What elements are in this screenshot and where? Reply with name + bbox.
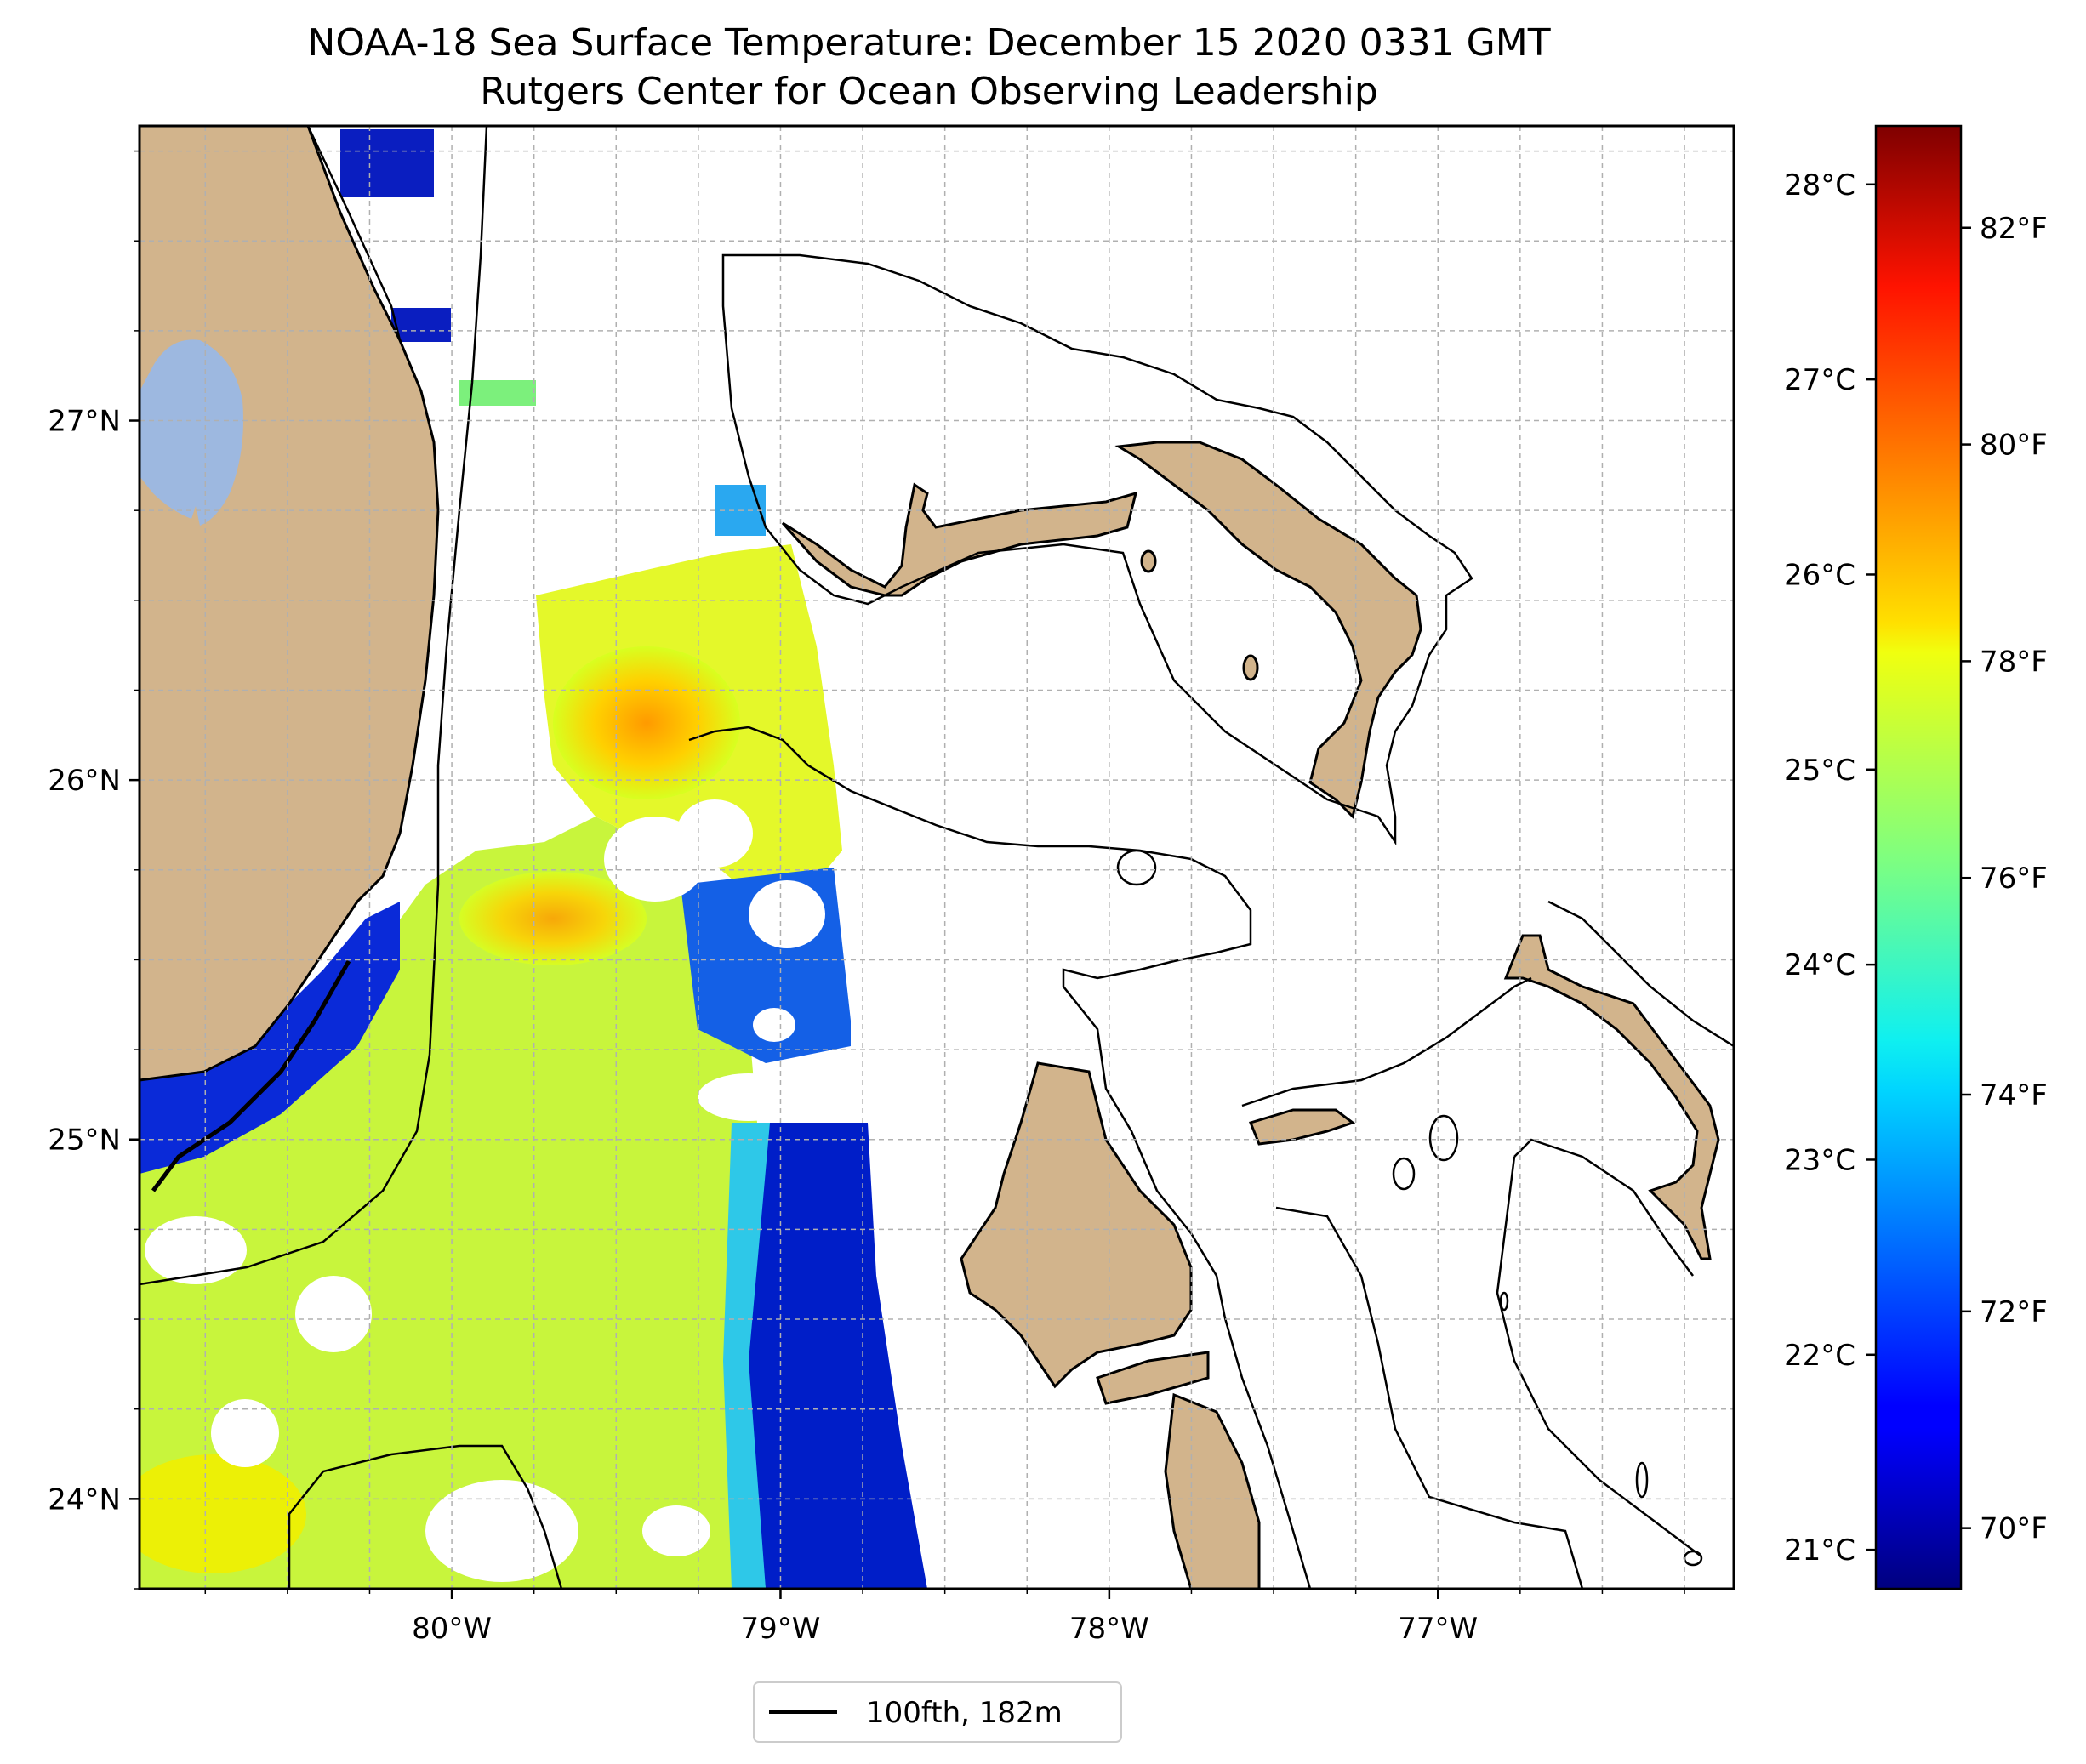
contour-islet	[1428, 1114, 1459, 1162]
cloud-gap	[698, 1073, 800, 1121]
sst-warm-core	[553, 646, 740, 799]
contour-tongue-inner	[1513, 1138, 1694, 1277]
sst-field	[140, 129, 927, 1589]
colorbar-celsius-label: 25°C	[1784, 754, 1855, 788]
sst-patch-north-blue-1	[340, 129, 434, 197]
chart-title: NOAA-18 Sea Surface Temperature: Decembe…	[307, 21, 1550, 65]
lat-tick-label: 27°N	[48, 405, 121, 439]
map-panel	[140, 126, 1734, 1589]
colorbar-celsius-label: 26°C	[1784, 558, 1855, 592]
contour-east-bank	[1496, 1156, 1702, 1557]
colorbar-celsius-label: 22°C	[1784, 1339, 1855, 1373]
contour-tongue	[1547, 900, 1734, 1048]
sst-patch-coast-cold	[140, 902, 400, 1174]
map-axis-ticks: 80°W 79°W 78°W 77°W 27°N 26°N 25°N 24°N	[48, 150, 1685, 1646]
chart-subtitle: Rutgers Center for Ocean Observing Leade…	[480, 70, 1378, 113]
bathymetry-contours	[140, 126, 1734, 1589]
contour-islet	[1635, 1461, 1649, 1499]
colorbar-fahrenheit-label: 72°F	[1980, 1295, 2048, 1329]
cloud-gap	[425, 1480, 578, 1582]
colorbar-celsius-label: 24°C	[1784, 948, 1855, 982]
contour-south	[288, 1444, 563, 1589]
contour-islet	[1116, 849, 1157, 886]
colorbar-fahrenheit-label: 78°F	[1980, 645, 2048, 679]
cloud-gap	[211, 1399, 279, 1467]
colorbar-celsius-label: 28°C	[1784, 168, 1855, 202]
small-cay	[1242, 654, 1259, 681]
sst-patch-cyan-band	[723, 1123, 770, 1589]
berry-islands	[1248, 1108, 1356, 1146]
andros-south	[1164, 1392, 1261, 1589]
map-frame	[138, 124, 1735, 1590]
cloud-gap	[295, 1276, 372, 1352]
contour-exuma	[1241, 976, 1532, 1107]
small-cay	[1140, 549, 1157, 573]
lon-tick-label: 80°W	[412, 1612, 492, 1646]
grand-bahama	[781, 482, 1138, 597]
cloud-gap	[642, 1505, 710, 1556]
lat-tick-label: 25°N	[48, 1124, 121, 1158]
cloud-gap	[145, 1216, 247, 1284]
colorbar-fahrenheit-label: 74°F	[1980, 1078, 2048, 1112]
legend-label: 100fth, 182m	[866, 1696, 1063, 1730]
colorbar-fahrenheit-label: 76°F	[1980, 862, 2048, 896]
andros	[960, 1061, 1193, 1389]
cloud-gap	[676, 799, 753, 868]
lat-tick-label: 26°N	[48, 764, 121, 798]
cloud-gap	[749, 880, 825, 948]
legend-box	[753, 1681, 1122, 1743]
contour-exuma-south	[1275, 1206, 1584, 1589]
lat-tick-label: 24°N	[48, 1482, 121, 1516]
andros-mid	[1096, 1351, 1210, 1405]
cloud-gap	[753, 1008, 795, 1042]
colorbar-celsius-label: 23°C	[1784, 1143, 1855, 1177]
abaco	[1114, 441, 1422, 819]
contour-islet	[1499, 1291, 1509, 1312]
sst-patch-straits	[140, 817, 817, 1589]
contour-little-bahama	[721, 253, 1473, 846]
colorbar-celsius-label: 21°C	[1784, 1534, 1855, 1568]
contour-islet	[1392, 1157, 1416, 1191]
lon-tick-label: 79°W	[741, 1612, 821, 1646]
colorbar-gradient	[1874, 124, 1963, 1590]
sst-warm-sw	[140, 1454, 306, 1573]
gridlines	[140, 126, 1734, 1589]
lon-tick-label: 78°W	[1069, 1612, 1149, 1646]
legend: 100fth, 182m	[753, 1681, 1122, 1743]
florida-keys	[151, 959, 351, 1192]
colorbar-fahrenheit-label: 82°F	[1980, 212, 2048, 246]
sst-warm-core-south	[459, 872, 647, 965]
colorbar-fahrenheit-label: 70°F	[1980, 1512, 2048, 1546]
sst-patch-north-blue-2	[391, 308, 451, 342]
colorbar-ticks: 28°C 27°C 26°C 25°C 24°C 23°C 22°C 21°C 82°F 80°F…	[1784, 168, 2048, 1568]
contour-great-bahama-west	[688, 726, 1312, 1589]
lon-tick-label: 77°W	[1398, 1612, 1478, 1646]
colorbar-celsius-label: 27°C	[1784, 363, 1855, 397]
lake-okeechobee	[140, 339, 243, 526]
colorbar: 28°C 27°C 26°C 25°C 24°C 23°C 22°C 21°C 82°F 80°F…	[1784, 124, 2048, 1590]
contour-florida	[140, 126, 488, 1286]
sst-patch-cold-east	[740, 1123, 927, 1589]
colorbar-fahrenheit-label: 80°F	[1980, 429, 2048, 463]
